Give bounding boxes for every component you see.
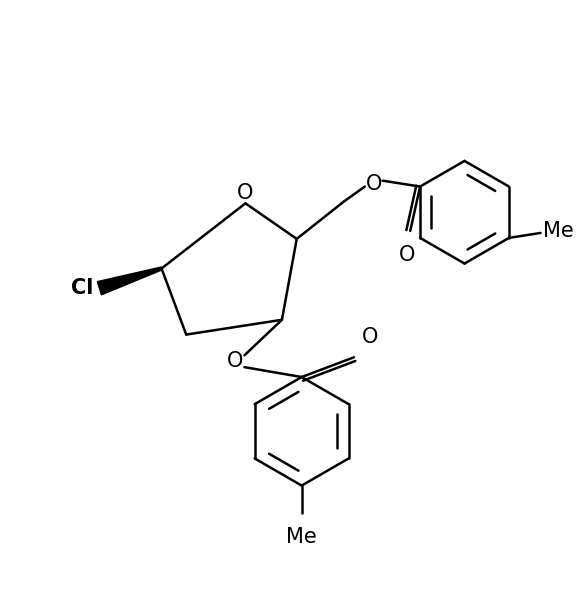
Text: O: O bbox=[399, 245, 416, 265]
Polygon shape bbox=[97, 267, 162, 295]
Text: O: O bbox=[237, 184, 254, 203]
Text: O: O bbox=[365, 174, 382, 193]
Text: Me: Me bbox=[543, 221, 573, 241]
Text: Cl: Cl bbox=[71, 278, 93, 298]
Text: O: O bbox=[362, 328, 378, 347]
Text: Me: Me bbox=[286, 527, 317, 547]
Text: O: O bbox=[228, 351, 244, 371]
